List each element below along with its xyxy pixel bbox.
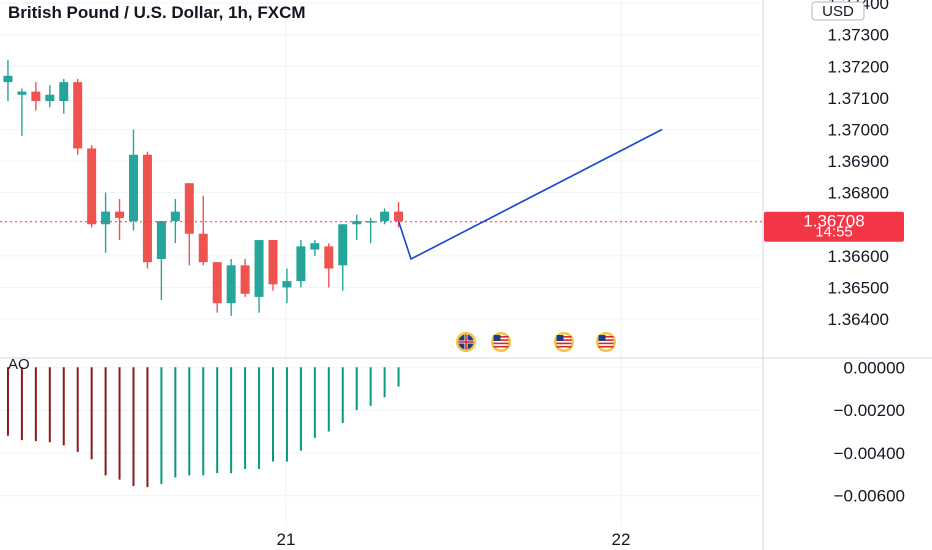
candle-body[interactable] <box>352 221 362 225</box>
candle-body[interactable] <box>156 221 166 260</box>
currency-badge-frame[interactable] <box>811 1 865 21</box>
trend-drawing[interactable] <box>397 128 663 261</box>
price-tick-label: 1.37100 <box>828 89 889 108</box>
indicator-tick-label: −0.00600 <box>834 487 905 506</box>
event-flag-us-icon[interactable] <box>491 332 511 352</box>
candle-body[interactable] <box>3 75 13 83</box>
candle-body[interactable] <box>226 265 236 304</box>
indicator-axis[interactable]: 0.00000 −0.00200 −0.00400 −0.00600 <box>834 358 905 505</box>
last-price-value: 1.36708 <box>803 212 864 231</box>
candle-body[interactable] <box>87 148 97 225</box>
candle-body[interactable] <box>45 94 55 102</box>
candle-body[interactable] <box>184 183 194 234</box>
event-flag-us-icon[interactable] <box>554 332 574 352</box>
event-flag-gb-icon[interactable] <box>456 332 476 352</box>
event-flag-us-icon[interactable] <box>596 332 616 352</box>
indicator-tick-label: −0.00200 <box>834 401 905 420</box>
projection-line[interactable] <box>397 128 663 261</box>
price-tick-label: 1.36600 <box>828 247 889 266</box>
candle-body[interactable] <box>296 246 306 282</box>
price-tick-label: 1.36400 <box>828 310 889 329</box>
candle-body[interactable] <box>170 211 180 222</box>
indicator-tick-label: 0.00000 <box>844 358 905 377</box>
ao-histogram <box>6 367 400 488</box>
candle-body[interactable] <box>73 82 83 149</box>
candle-body[interactable] <box>240 265 250 294</box>
candle-body[interactable] <box>212 262 222 304</box>
candle-body[interactable] <box>142 154 152 263</box>
last-price-tag <box>764 211 904 242</box>
indicator-label[interactable]: AO <box>8 356 30 373</box>
candle-body[interactable] <box>17 91 27 95</box>
price-tick-label: 1.36500 <box>828 278 889 297</box>
candlestick-series <box>3 60 404 316</box>
candle-body[interactable] <box>282 281 292 288</box>
candle-body[interactable] <box>59 82 69 102</box>
price-tick-label: 1.37000 <box>828 121 889 140</box>
candle-body[interactable] <box>324 246 334 269</box>
currency-badge[interactable]: USD <box>822 3 854 20</box>
price-axis[interactable]: 1.374001.373001.372001.371001.370001.369… <box>828 0 889 329</box>
price-tick-label: 1.36900 <box>828 152 889 171</box>
candle-body[interactable] <box>198 233 208 263</box>
candle-body[interactable] <box>115 211 125 218</box>
candle-body[interactable] <box>380 211 390 222</box>
price-tick-label: 1.37200 <box>828 57 889 76</box>
price-tick-label: 1.36800 <box>828 184 889 203</box>
time-label-21: 21 <box>277 530 296 549</box>
grid-lines <box>0 0 763 526</box>
candle-body[interactable] <box>310 243 320 250</box>
candle-body[interactable] <box>101 211 111 225</box>
candle-body[interactable] <box>394 211 404 222</box>
time-label-22: 22 <box>612 530 631 549</box>
candle-body[interactable] <box>268 240 278 285</box>
indicator-tick-label: −0.00400 <box>834 444 905 463</box>
price-tick-label: 1.37300 <box>828 26 889 45</box>
candle-body[interactable] <box>338 224 348 266</box>
candle-body[interactable] <box>31 91 41 102</box>
candle-body[interactable] <box>129 154 138 222</box>
bar-countdown: 14:55 <box>815 224 853 241</box>
candle-body[interactable] <box>254 240 264 297</box>
chart-title[interactable]: British Pound / U.S. Dollar, 1h, FXCM <box>8 3 306 22</box>
